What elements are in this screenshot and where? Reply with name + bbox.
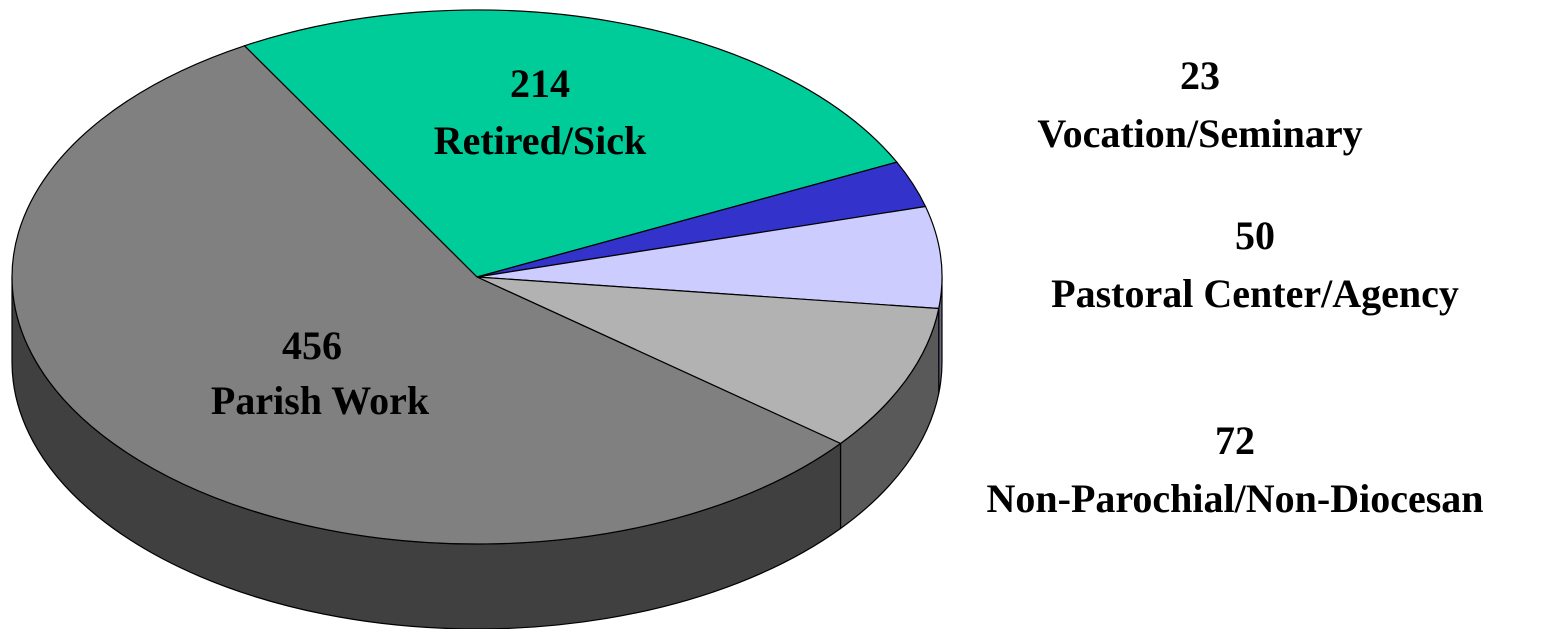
category-label: Parish Work: [211, 378, 430, 423]
category-label: Vocation/Seminary: [1037, 111, 1362, 156]
category-label: Non-Parochial/Non-Diocesan: [986, 476, 1483, 521]
pie-slice: [476, 276, 940, 445]
value-label: 72: [1215, 418, 1255, 463]
pie-slice: [243, 9, 898, 278]
pie-slice: [11, 45, 842, 545]
category-label: Pastoral Center/Agency: [1051, 271, 1459, 316]
category-label: Retired/Sick: [434, 118, 647, 163]
value-label: 456: [282, 323, 342, 368]
value-label: 23: [1180, 53, 1220, 98]
pie-slice: [476, 205, 943, 310]
value-label: 50: [1235, 213, 1275, 258]
value-label: 214: [510, 61, 570, 106]
